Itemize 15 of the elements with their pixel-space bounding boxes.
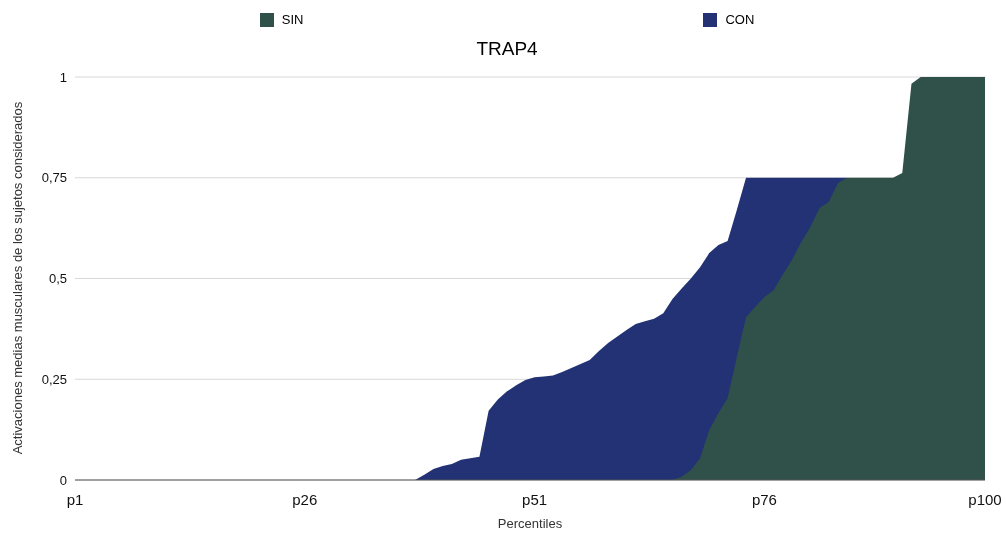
y-tick-label: 0,75 — [41, 170, 67, 186]
legend-label: CON — [725, 12, 755, 27]
x-tick-label: p1 — [66, 490, 84, 508]
legend-label: SIN — [281, 12, 304, 27]
y-tick-label: 0,25 — [41, 371, 67, 387]
y-tick-label: 0 — [59, 472, 67, 488]
y-tick-label: 1 — [59, 69, 67, 85]
chart-title: TRAP4 — [475, 38, 539, 60]
x-tick-label: p100 — [968, 490, 1002, 508]
x-tick-label: p26 — [292, 490, 318, 508]
y-axis-title: Activaciones medias musculares de los sujetos considerados — [10, 100, 26, 457]
x-tick-label: p51 — [522, 490, 548, 508]
x-tick-label: p76 — [751, 490, 777, 508]
x-axis-title: Percentiles — [496, 516, 564, 531]
y-tick-label: 0,5 — [48, 271, 67, 287]
